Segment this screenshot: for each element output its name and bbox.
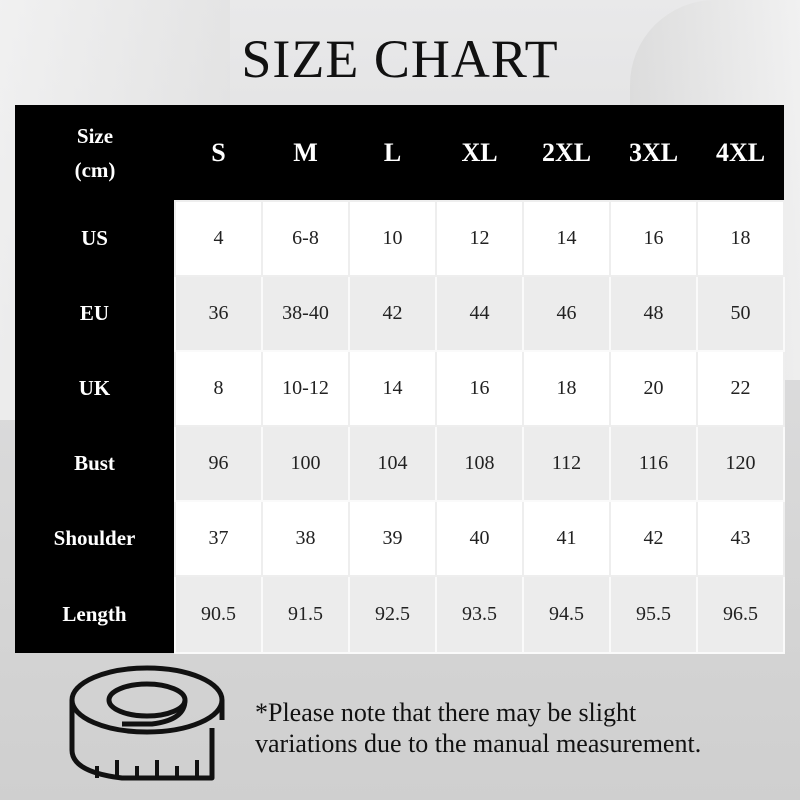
table-cell: 8: [174, 350, 263, 427]
size-header: S: [175, 105, 262, 201]
table-cell: 4: [174, 200, 263, 277]
size-header: L: [349, 105, 436, 201]
measurement-note: *Please note that there may be slight va…: [255, 697, 701, 759]
note-line: *Please note that there may be slight: [255, 698, 637, 727]
table-cell: 116: [609, 425, 698, 502]
table-row: US 4 6-8 10 12 14 16 18: [15, 200, 785, 277]
corner-cell: Size (cm): [15, 105, 175, 201]
corner-unit-label: (cm): [74, 158, 116, 182]
table-cell: 108: [435, 425, 524, 502]
size-header: 4XL: [697, 105, 784, 201]
table-row: UK 8 10-12 14 16 18 20 22: [15, 350, 785, 427]
table-cell: 96.5: [696, 575, 785, 654]
table-cell: 16: [435, 350, 524, 427]
table-row: Length 90.5 91.5 92.5 93.5 94.5 95.5 96.5: [15, 575, 785, 654]
table-row: Bust 96 100 104 108 112 116 120: [15, 425, 785, 502]
size-header: 2XL: [523, 105, 610, 201]
table-cell: 94.5: [522, 575, 611, 654]
table-row: EU 36 38-40 42 44 46 48 50: [15, 275, 785, 352]
table-row: Shoulder 37 38 39 40 41 42 43: [15, 500, 785, 577]
page-title: SIZE CHART: [241, 29, 559, 89]
size-header: 3XL: [610, 105, 697, 201]
row-label: Shoulder: [15, 501, 175, 576]
table-cell: 38-40: [261, 275, 350, 352]
table-cell: 39: [348, 500, 437, 577]
table-cell: 50: [696, 275, 785, 352]
table-cell: 92.5: [348, 575, 437, 654]
table-cell: 41: [522, 500, 611, 577]
table-cell: 14: [348, 350, 437, 427]
table-cell: 91.5: [261, 575, 350, 654]
note-line: variations due to the manual measurement…: [255, 729, 702, 758]
table-cell: 14: [522, 200, 611, 277]
table-cell: 100: [261, 425, 350, 502]
table-cell: 36: [174, 275, 263, 352]
table-cell: 38: [261, 500, 350, 577]
corner-size-label: Size: [76, 124, 114, 148]
table-cell: 12: [435, 200, 524, 277]
table-cell: 95.5: [609, 575, 698, 654]
table-cell: 20: [609, 350, 698, 427]
table-cell: 40: [435, 500, 524, 577]
table-cell: 22: [696, 350, 785, 427]
table-cell: 18: [696, 200, 785, 277]
row-label: UK: [15, 351, 175, 426]
size-header: XL: [436, 105, 523, 201]
table-cell: 46: [522, 275, 611, 352]
table-cell: 112: [522, 425, 611, 502]
table-cell: 18: [522, 350, 611, 427]
tape-measure-icon: [69, 665, 225, 781]
table-cell: 37: [174, 500, 263, 577]
size-table: Size (cm) S M L XL 2XL 3XL 4XL US 4 6-8 10 1…: [15, 105, 785, 654]
table-cell: 90.5: [174, 575, 263, 654]
table-cell: 42: [348, 275, 437, 352]
table-cell: 42: [609, 500, 698, 577]
table-cell: 93.5: [435, 575, 524, 654]
table-cell: 10-12: [261, 350, 350, 427]
header-row: Size (cm) S M L XL 2XL 3XL 4XL: [15, 105, 784, 201]
table-cell: 43: [696, 500, 785, 577]
table-cell: 120: [696, 425, 785, 502]
row-label: EU: [15, 276, 175, 351]
table-cell: 44: [435, 275, 524, 352]
size-header: M: [262, 105, 349, 201]
table-cell: 16: [609, 200, 698, 277]
table-cell: 10: [348, 200, 437, 277]
table-cell: 96: [174, 425, 263, 502]
row-label: Length: [15, 576, 175, 653]
table-cell: 6-8: [261, 200, 350, 277]
row-label: Bust: [15, 426, 175, 501]
row-label: US: [15, 201, 175, 276]
table-cell: 104: [348, 425, 437, 502]
table-cell: 48: [609, 275, 698, 352]
